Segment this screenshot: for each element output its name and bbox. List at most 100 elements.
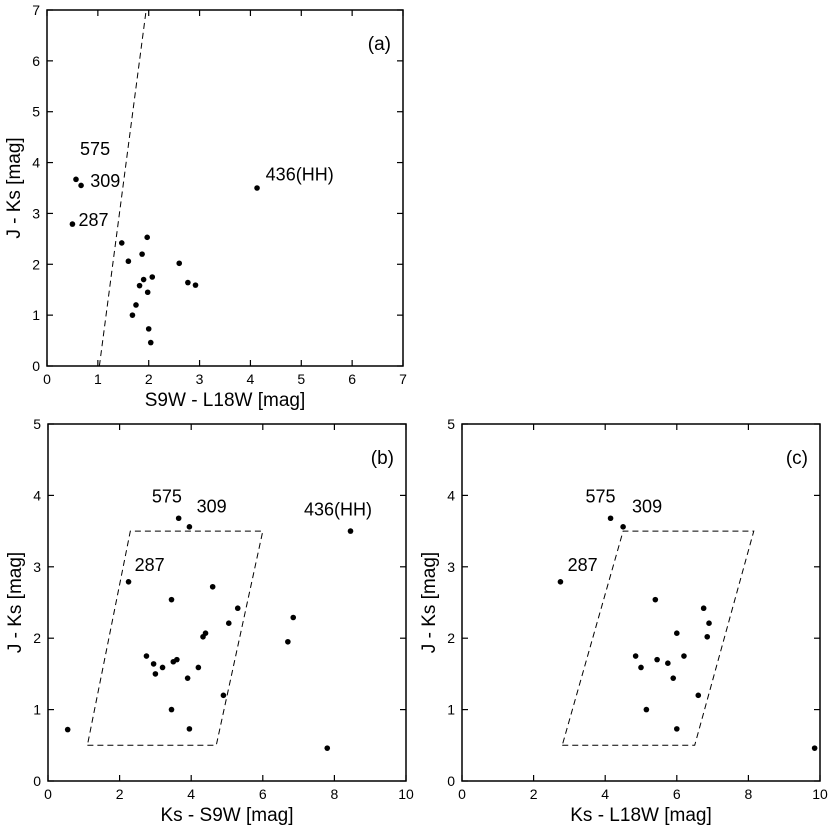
x-tick-label: 4 [247, 371, 255, 387]
data-point [184, 675, 191, 681]
data-point [654, 656, 660, 663]
data-point [557, 578, 564, 585]
data-point [64, 726, 71, 733]
x-axis-label: Ks - S9W [mag] [160, 805, 293, 826]
data-point [139, 251, 145, 257]
data-point [670, 675, 677, 681]
point-annotation: 309 [90, 171, 120, 191]
plot-frame [47, 423, 407, 782]
data-point [170, 658, 177, 665]
selection-region-outline [86, 530, 264, 746]
x-tick-label: 6 [673, 786, 681, 802]
data-point [149, 274, 156, 280]
point-annotation: 575 [80, 139, 110, 159]
panel-c: 0 2 4 6 8 10 0 1 2 3 4 5 Ks - L18W [mag] J - Ks [mag]… [419, 416, 828, 826]
data-point [144, 289, 151, 296]
data-point [200, 633, 206, 640]
point-annotation: 575 [152, 487, 182, 507]
y-tick-label: 5 [33, 416, 41, 432]
x-tick-label: 4 [187, 786, 195, 802]
y-tick-label: 1 [447, 702, 455, 718]
x-tick-label: 8 [331, 786, 339, 802]
data-point [700, 605, 707, 612]
point-annotation: 309 [197, 497, 227, 517]
data-point [185, 279, 191, 286]
data-point [168, 596, 175, 603]
data-point [811, 745, 818, 751]
y-tick-label: 1 [33, 702, 41, 718]
data-point [638, 664, 644, 671]
data-point [681, 653, 687, 659]
x-tick-label: 0 [458, 786, 466, 802]
panel-a: 0 1 2 3 4 5 6 7 0 1 2 3 4 5 6 7 S9W - L18W [mag] J - Ks [… [4, 2, 407, 411]
data-point [140, 276, 147, 283]
data-point [225, 620, 232, 627]
y-tick-label: 0 [32, 358, 40, 374]
data-point [674, 726, 680, 732]
y-tick-label: 3 [447, 559, 455, 575]
data-point [133, 302, 139, 308]
x-tick-label: 2 [145, 371, 153, 387]
data-point [186, 524, 193, 530]
data-point [125, 578, 132, 585]
y-tick-label: 1 [32, 307, 40, 323]
selection-region-outline [561, 530, 755, 746]
data-point [159, 664, 166, 671]
x-tick-label: 3 [196, 371, 204, 387]
y-tick-label: 2 [33, 630, 41, 646]
point-annotation: 575 [586, 487, 616, 507]
data-point [220, 692, 227, 699]
data-point [195, 664, 202, 671]
data-point [129, 312, 136, 318]
x-tick-label: 0 [44, 786, 52, 802]
point-annotation: 436(HH) [304, 499, 372, 519]
y-tick-label: 5 [32, 104, 40, 120]
data-point [73, 176, 79, 183]
data-point [607, 515, 614, 522]
data-point [632, 653, 639, 659]
data-point [186, 726, 193, 732]
x-tick-label: 2 [116, 786, 124, 802]
data-point [674, 630, 680, 637]
data-point [643, 706, 650, 713]
x-tick-label: 7 [399, 371, 407, 387]
y-tick-label: 4 [32, 155, 40, 171]
data-point [144, 234, 150, 241]
data-point [150, 661, 157, 667]
data-point [69, 221, 76, 227]
y-tick-label: 6 [32, 53, 40, 69]
x-axis-label: S9W - L18W [mag] [145, 390, 306, 411]
data-point [665, 660, 671, 666]
data-point [324, 745, 331, 751]
x-tick-label: 4 [601, 786, 609, 802]
y-tick-label: 2 [32, 256, 40, 272]
data-point [620, 524, 626, 530]
y-axis-label: J - Ks [mag] [419, 552, 440, 653]
data-point [192, 282, 199, 288]
data-point [234, 605, 241, 612]
x-tick-label: 6 [348, 371, 356, 387]
y-tick-label: 7 [32, 2, 40, 18]
data-point [209, 583, 216, 590]
point-annotation: 287 [135, 555, 165, 575]
x-tick-label: 0 [43, 371, 51, 387]
x-tick-label: 6 [259, 786, 267, 802]
y-tick-label: 3 [33, 559, 41, 575]
panel-b: 0 2 4 6 8 10 0 1 2 3 4 5 Ks - S9W [mag] J - Ks [mag] (… [5, 416, 414, 826]
data-point [254, 185, 260, 191]
plot-frame [461, 423, 821, 782]
y-tick-label: 4 [33, 487, 41, 503]
data-point [145, 326, 152, 332]
point-annotation: 287 [568, 555, 598, 575]
data-point [290, 614, 297, 621]
y-axis-label: J - Ks [mag] [4, 137, 25, 238]
panel-label: (b) [371, 448, 394, 469]
x-tick-label: 5 [297, 371, 305, 387]
x-tick-label: 2 [530, 786, 538, 802]
data-point [175, 515, 182, 522]
x-tick-label: 10 [398, 786, 414, 802]
x-tick-label: 10 [812, 786, 828, 802]
data-point [652, 596, 659, 603]
y-tick-label: 0 [33, 773, 41, 789]
